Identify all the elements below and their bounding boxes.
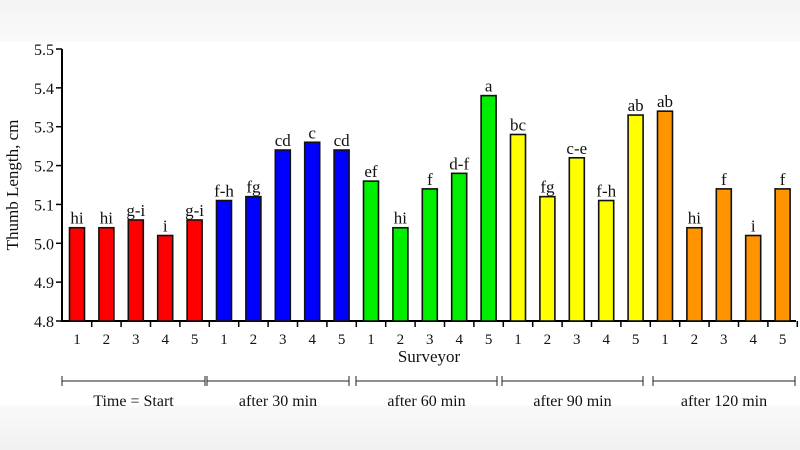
bar-significance-label: fg xyxy=(540,178,555,197)
bar xyxy=(568,157,586,322)
y-tick-label: 5.3 xyxy=(34,120,54,137)
y-tick-label: 4.9 xyxy=(34,275,54,292)
x-tick-label: 3 xyxy=(720,332,728,348)
bar xyxy=(774,188,791,322)
bar-significance-label: i xyxy=(751,217,756,236)
x-tick-label: 1 xyxy=(661,332,669,348)
bar xyxy=(450,172,468,322)
y-tick-label: 5.5 xyxy=(34,42,54,59)
bar-significance-label: ef xyxy=(364,162,378,181)
bar xyxy=(715,188,733,322)
x-tick-label: 3 xyxy=(573,332,581,348)
x-tick-label: 1 xyxy=(73,332,81,348)
x-tick-label: 5 xyxy=(191,332,199,348)
x-tick-label: 4 xyxy=(602,332,610,348)
bar xyxy=(186,219,203,322)
bar-significance-label: f xyxy=(721,170,727,189)
x-tick-label: 1 xyxy=(367,332,375,348)
bar-significance-label: hi xyxy=(70,209,84,228)
bar-significance-label: cd xyxy=(275,131,292,150)
x-tick-label: 4 xyxy=(749,332,757,348)
y-tick-label: 5.0 xyxy=(34,236,54,253)
bar-significance-label: f-h xyxy=(214,182,234,201)
bar xyxy=(627,114,644,322)
bar xyxy=(392,226,409,322)
bar-significance-label: fg xyxy=(246,178,261,197)
bar-significance-label: g-i xyxy=(126,201,145,220)
bar xyxy=(274,149,292,322)
bar xyxy=(215,199,233,322)
bar-significance-label: cd xyxy=(334,131,351,150)
background-band-bottom xyxy=(0,405,800,450)
x-tick-label: 2 xyxy=(691,332,699,348)
bar xyxy=(333,149,350,322)
bar xyxy=(245,195,262,322)
bar xyxy=(480,94,497,322)
bar xyxy=(744,234,762,322)
bar xyxy=(421,188,439,322)
bar xyxy=(362,180,380,322)
group-label: after 30 min xyxy=(239,393,317,410)
bar xyxy=(686,226,703,322)
x-tick-label: 5 xyxy=(632,332,640,348)
bar xyxy=(597,199,615,322)
bar-significance-label: c-e xyxy=(566,139,587,158)
group-label: after 90 min xyxy=(533,393,611,410)
x-tick-label: 2 xyxy=(103,332,111,348)
bar-significance-label: f-h xyxy=(596,182,616,201)
bar-significance-label: g-i xyxy=(185,201,204,220)
group-label: after 60 min xyxy=(387,393,465,410)
bar xyxy=(127,219,145,322)
bar-significance-label: hi xyxy=(100,209,114,228)
bar-significance-label: ab xyxy=(657,92,673,111)
bar xyxy=(68,226,86,322)
bar-significance-label: ab xyxy=(628,96,644,115)
bar xyxy=(156,234,174,322)
y-tick-label: 4.8 xyxy=(34,314,54,331)
x-axis-label: Surveyor xyxy=(398,347,461,366)
bar-significance-label: a xyxy=(485,77,493,96)
y-tick-label: 5.4 xyxy=(34,81,54,98)
x-tick-label: 5 xyxy=(779,332,787,348)
x-tick-label: 5 xyxy=(485,332,493,348)
bar-significance-label: hi xyxy=(688,209,702,228)
bar xyxy=(98,226,115,322)
x-tick-label: 2 xyxy=(250,332,258,348)
bar-significance-label: bc xyxy=(510,115,527,134)
y-axis-label: Thumb Length, cm xyxy=(3,120,22,251)
x-tick-label: 4 xyxy=(308,332,316,348)
x-tick-label: 2 xyxy=(397,332,405,348)
background-band-top xyxy=(0,0,800,42)
x-tick-label: 1 xyxy=(514,332,522,348)
bar xyxy=(656,110,674,322)
bar-significance-label: c xyxy=(308,123,316,142)
bar xyxy=(539,195,556,322)
x-tick-label: 3 xyxy=(279,332,287,348)
bar-significance-label: f xyxy=(427,170,433,189)
x-tick-label: 3 xyxy=(132,332,140,348)
bar-significance-label: hi xyxy=(394,209,408,228)
x-tick-label: 4 xyxy=(455,332,463,348)
x-tick-label: 1 xyxy=(220,332,228,348)
y-tick-label: 5.1 xyxy=(34,197,54,214)
x-tick-label: 2 xyxy=(544,332,552,348)
y-tick-label: 5.2 xyxy=(34,159,54,176)
x-tick-label: 3 xyxy=(426,332,434,348)
bar-significance-label: f xyxy=(780,170,786,189)
x-tick-label: 5 xyxy=(338,332,346,348)
group-label: after 120 min xyxy=(681,393,767,410)
bar-significance-label: d-f xyxy=(449,154,469,173)
x-tick-label: 4 xyxy=(161,332,169,348)
bar xyxy=(303,141,321,322)
group-label: Time = Start xyxy=(93,393,174,410)
bar xyxy=(509,133,527,322)
bar-significance-label: i xyxy=(163,217,168,236)
